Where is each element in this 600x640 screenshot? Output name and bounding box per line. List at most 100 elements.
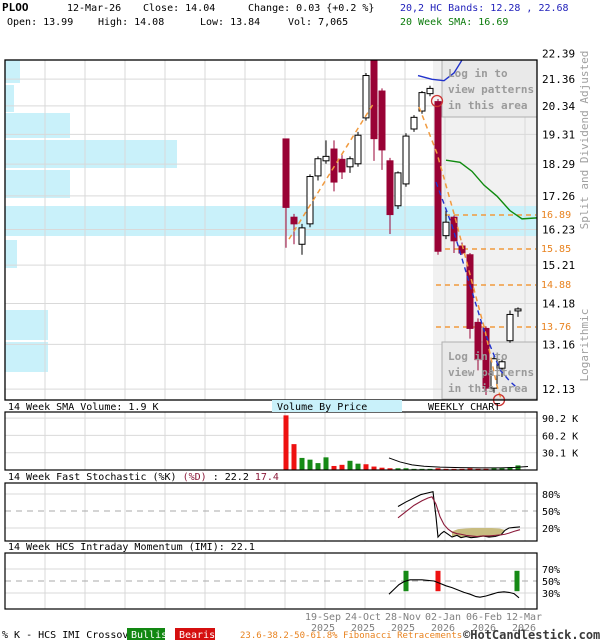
split-adjusted-note: Split and Dividend Adjusted	[578, 51, 591, 230]
login-overlay-line: in this area	[448, 99, 527, 112]
x-axis-date-label: 06-Feb	[466, 612, 502, 623]
volume-bar	[283, 415, 289, 470]
price-tick-label: 12.13	[542, 383, 575, 396]
volume-panel-title: 14 Week SMA Volume: 1.9 K	[8, 402, 159, 413]
main-chart-border	[4, 59, 538, 401]
volume-bar	[491, 468, 497, 470]
close-value: Close: 14.04	[143, 3, 215, 14]
stoch-k-value: : 22.2	[207, 472, 255, 483]
volume-bar	[299, 457, 305, 470]
candle-bearish	[482, 327, 490, 389]
volume-tick-label: 30.1 K	[542, 449, 578, 460]
fibonacci-level-label: 15.85	[541, 244, 571, 255]
stoch-title-k: 14 Week Fast Stochastic (%K)	[8, 472, 183, 483]
candle-bearish	[474, 321, 482, 361]
candle-bullish	[498, 361, 506, 369]
candle-bullish	[506, 313, 514, 342]
candle-bullish	[402, 135, 410, 185]
price-tick-label: 14.18	[542, 298, 575, 311]
volume-by-price-bar	[5, 140, 177, 168]
volume-bar	[507, 467, 513, 470]
imi-bullish-crossover-bar	[514, 570, 520, 592]
stochastic-panel-title: 14 Week Fast Stochastic (%K) (%D) : 22.2…	[8, 472, 279, 483]
candle-bearish	[450, 216, 458, 242]
fibonacci-legend-label: 23.6-38.2-50-61.8% Fibonacci Retracement…	[240, 631, 462, 640]
volume-bar	[355, 463, 361, 470]
login-overlay-line: Log in to	[448, 67, 508, 80]
stoch-title-d: (%D)	[183, 472, 207, 483]
volume-tick-label: 90.2 K	[542, 414, 578, 425]
imi-tick-label: 70%	[542, 565, 560, 576]
fibonacci-level-label: 16.89	[541, 210, 571, 221]
candle-bearish	[466, 254, 474, 329]
price-tick-label: 22.39	[542, 47, 575, 60]
imi-tick-label: 30%	[542, 589, 560, 600]
login-overlay-line: Log in to	[448, 350, 508, 363]
stochastic-tick-label: 20%	[542, 524, 560, 535]
sma20-value: 20 Week SMA: 16.69	[400, 17, 508, 28]
volume-by-price-bar	[5, 60, 20, 83]
volume-bar	[347, 460, 353, 470]
fibonacci-level-label: 14.88	[541, 280, 571, 291]
volume-by-price-label: Volume By Price	[277, 402, 367, 413]
candle-bullish	[314, 158, 322, 177]
hc-band-lower-line	[435, 181, 520, 391]
weekly-chart-label: WEEKLY CHART	[428, 402, 500, 413]
login-overlay-line: in this area	[448, 382, 527, 395]
x-axis-year-label: 2026	[512, 623, 536, 634]
volume-bar	[435, 468, 441, 470]
volume-bar	[339, 464, 345, 470]
stochastic-tick-label: 50%	[542, 507, 560, 518]
volume-sma-line	[388, 457, 529, 469]
volume-bar	[403, 468, 409, 470]
volume-bar	[315, 463, 321, 470]
volume-bar	[379, 467, 385, 470]
login-overlay-bottom[interactable]: Log in to view patterns in this area	[448, 350, 534, 395]
bullish-badge-label: Bullish	[131, 630, 173, 640]
copyright-watermark[interactable]: ©HotCandlestick.com	[463, 628, 600, 640]
volume-bar	[395, 468, 401, 470]
vbp-label-highlight	[272, 400, 402, 412]
candle-bearish	[330, 148, 338, 183]
quote-date: 12-Mar-26	[67, 3, 121, 14]
candle-bullish	[322, 155, 330, 162]
x-axis-date-label: 19-Sep	[305, 612, 341, 623]
candle-bullish	[410, 116, 418, 130]
stochastic-panel-border	[4, 482, 538, 542]
imi-line	[388, 579, 520, 599]
volume-bar	[307, 459, 313, 470]
hc-bands-value: 20,2 HC Bands: 12.28 , 22.68	[400, 3, 569, 14]
price-tick-label: 20.34	[542, 100, 575, 113]
candle-bullish	[306, 176, 314, 225]
candle-bullish	[418, 92, 426, 112]
volume-bar	[291, 444, 297, 470]
x-axis-date-label: 28-Nov	[385, 612, 421, 623]
login-overlay-top[interactable]: Log in to view patterns in this area	[448, 67, 534, 112]
logarithmic-note: Logarithmic	[578, 309, 591, 382]
price-tick-label: 16.23	[542, 224, 575, 237]
x-axis-year-label: 2025	[391, 623, 415, 634]
login-overlay-line: view patterns	[448, 83, 534, 96]
price-tick-label: 21.36	[542, 73, 575, 86]
price-tick-label: 15.21	[542, 259, 575, 272]
pattern-marker-circle	[430, 94, 444, 108]
volume-value: Vol: 7,065	[288, 17, 348, 28]
bearish-badge	[175, 628, 215, 640]
x-axis-date-label: 02-Jan	[425, 612, 461, 623]
bullish-badge	[127, 628, 165, 640]
login-overlay-box[interactable]	[441, 59, 538, 118]
volume-panel-border	[4, 411, 538, 471]
price-tick-label: 18.29	[542, 158, 575, 171]
downtrend-line	[418, 106, 503, 400]
imi-panel-border	[4, 552, 538, 610]
volume-bar	[467, 468, 473, 470]
x-axis-year-label: 2025	[311, 623, 335, 634]
chart-graphics: 22.39 21.36 20.34 19.31 18.29 17.26 16.23 15.21…	[4, 47, 578, 634]
login-overlay-line: view patterns	[448, 366, 534, 379]
candle-bearish	[378, 90, 386, 151]
candles-group	[282, 60, 522, 395]
candle-bearish	[290, 216, 298, 225]
stochastic-panel-bg	[5, 483, 537, 541]
